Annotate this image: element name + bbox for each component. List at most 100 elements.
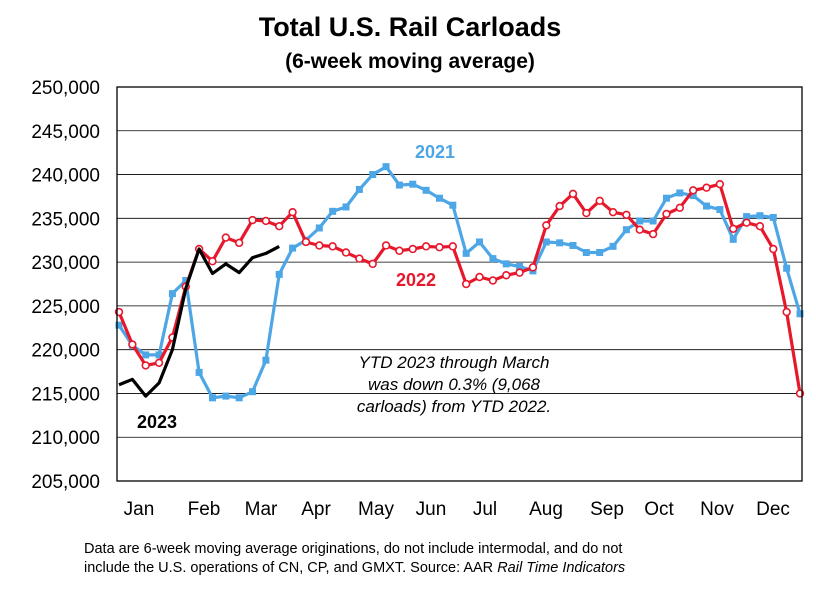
footnote: Data are 6-week moving average originati… [84,540,804,578]
data-point [422,186,430,194]
data-point [689,192,697,200]
series-line-2021 [117,165,802,400]
data-point [662,194,670,202]
data-point [796,310,804,318]
data-point [234,238,244,248]
data-point [782,307,791,317]
chart-title: Total U.S. Rail Carloads [259,12,562,42]
series-line-2022 [117,182,802,394]
data-point [449,201,457,209]
series-label-2021: 2021 [415,142,455,162]
data-point [702,183,711,192]
data-point [435,243,444,252]
data-point [635,225,644,234]
y-tick-label: 245,000 [31,122,100,143]
data-point [288,208,297,217]
data-point [502,271,511,280]
series-line-2023 [118,244,280,398]
series-layer [114,163,805,402]
data-point [716,206,724,214]
data-point [368,259,377,269]
data-point [542,221,551,230]
data-point [461,279,471,289]
data-point [341,248,351,257]
x-axis-ticks: Jan Feb Mar Apr May Jun Jul Aug Sep Oct Nov Dec [124,499,790,520]
data-point [502,260,510,268]
annotation-line: YTD 2023 through March [359,353,550,372]
data-point [435,194,443,202]
data-point [476,238,484,246]
data-point [421,242,431,251]
data-point [408,244,417,254]
data-point [328,242,337,251]
data-point [261,216,271,226]
data-point [568,189,578,199]
data-point [155,351,163,359]
chart-subtitle: (6-week moving average) [285,50,535,73]
data-point [115,321,123,329]
data-point [369,171,377,179]
data-point [301,237,311,247]
data-point [622,226,630,234]
data-point [275,270,283,278]
data-point [703,202,711,210]
data-point [688,186,698,195]
data-point [729,235,737,243]
y-tick-label: 250,000 [31,78,100,99]
data-point [622,210,631,220]
data-point [595,196,604,206]
y-tick-label: 240,000 [31,166,100,187]
data-point [195,368,203,376]
y-tick-label: 235,000 [31,209,100,230]
data-point [235,394,243,402]
data-point [315,241,324,250]
data-point [249,388,257,396]
data-point [489,255,497,263]
data-point [208,257,217,266]
data-point [555,201,564,211]
data-point [515,268,524,277]
data-point [675,203,685,213]
data-point [783,264,791,272]
data-point [395,181,403,189]
data-point [636,217,644,225]
series-2022 [114,179,805,398]
x-tick-label: Apr [301,499,331,520]
data-point [395,246,404,255]
footnote-line-2: include the U.S. operations of CN, CP, a… [84,560,498,576]
x-tick-label: Mar [245,499,278,520]
y-tick-label: 225,000 [31,297,100,318]
data-point [662,209,671,219]
data-point [329,207,337,215]
x-tick-label: Oct [644,499,674,520]
data-point [382,163,390,171]
data-point [676,189,684,197]
data-point [409,180,417,188]
gridlines [117,86,802,482]
data-point [141,361,150,370]
footnote-line-1: Data are 6-week moving average originati… [84,541,623,557]
y-tick-label: 215,000 [31,384,100,405]
data-point [289,244,297,252]
data-point [154,358,164,367]
annotation: YTD 2023 through March was down 0.3% (9,0… [357,353,551,416]
data-point [168,290,176,298]
data-point [128,340,137,349]
data-point [208,394,216,402]
data-point [608,208,618,217]
data-point [769,244,778,254]
data-point [221,233,231,242]
y-tick-label: 210,000 [31,428,100,449]
data-point [355,254,364,263]
data-point [769,213,777,221]
y-tick-label: 220,000 [31,341,100,362]
x-tick-label: Feb [188,499,221,520]
data-point [462,249,470,257]
x-tick-label: Dec [756,499,790,520]
series-labels: 2021 2022 2023 [137,142,455,432]
y-tick-label: 230,000 [31,253,100,274]
data-point [729,224,738,234]
data-point [248,215,257,225]
data-point [516,262,524,270]
series-2021 [115,163,804,402]
